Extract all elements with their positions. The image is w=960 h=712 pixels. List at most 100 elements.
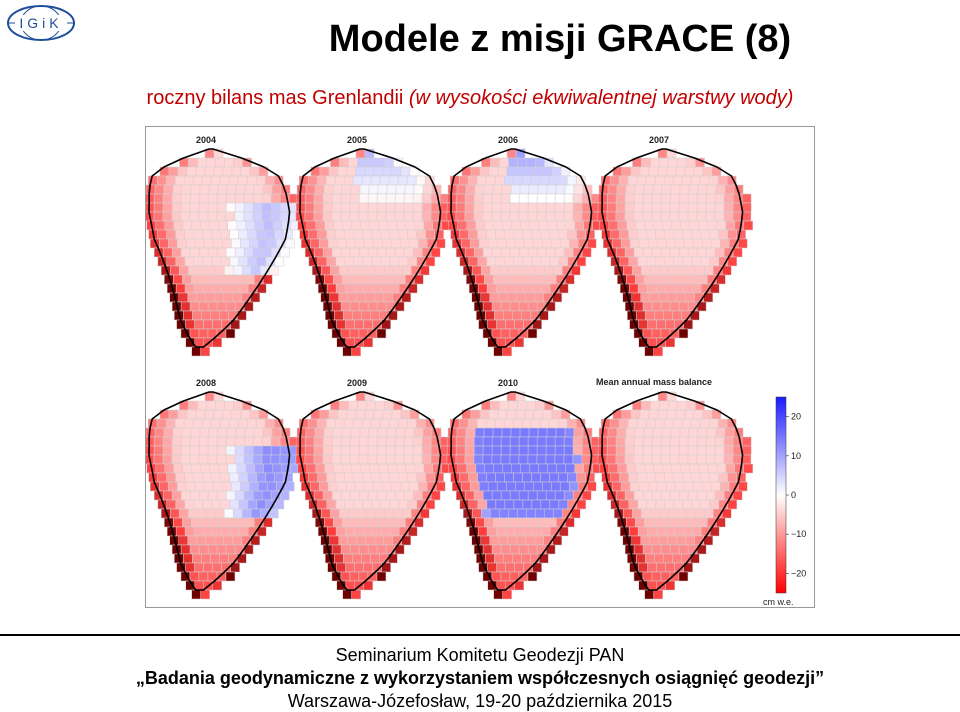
mass-cell [691,256,702,267]
mass-cell [531,526,542,537]
mass-cell [494,418,505,429]
mass-cell [394,202,405,213]
mass-cell [703,265,714,276]
mass-cell [504,229,514,240]
mass-cell [493,463,504,474]
mass-cell [228,175,239,186]
mass-cell [238,283,249,294]
mass-cell [187,535,198,546]
mass-cell [362,229,372,240]
mass-cell [338,265,349,276]
mass-cell [396,463,407,474]
mass-cell [633,490,644,501]
greenland-map: 2007 [597,135,754,357]
mass-cell [182,220,193,231]
mass-cell [378,274,388,285]
mass-cell [651,211,662,222]
mass-cell [488,409,499,420]
mass-cell [670,427,681,438]
mass-cell [196,265,207,276]
mass-cell [496,481,507,492]
mass-cell [511,274,521,285]
mass-cell [412,193,423,204]
mass-cell [555,427,566,438]
mass-cell [430,490,441,501]
mass-cell [504,283,515,294]
mass-cell [307,175,318,186]
mass-cell [225,247,236,258]
mass-cell [680,274,690,285]
mass-cell [216,436,227,447]
mass-cell [651,328,662,339]
mass-cell [257,238,268,249]
mass-cell [390,481,401,492]
mass-cell [688,427,699,438]
mass-cell [615,193,626,204]
mass-cell [655,256,666,267]
map-year-label: 2004 [196,135,216,145]
mass-cell [516,292,527,303]
mass-cell [169,508,180,519]
mass-cell [473,490,484,501]
mass-cell [188,157,198,168]
mass-cell [304,445,315,456]
mass-cell [344,229,354,240]
mass-cell [192,418,203,429]
mass-cell [537,427,548,438]
mass-cell [678,454,689,465]
mass-cell [485,553,495,564]
mass-cell [540,229,550,240]
mass-cell [225,202,236,213]
mass-cell [483,184,494,195]
mass-cell [500,544,511,555]
mass-cell [473,436,484,447]
mass-cell [335,472,345,483]
mass-cell [212,238,223,249]
mass-cell [628,472,638,483]
mass-cell [414,517,424,528]
mass-cell [696,202,707,213]
mass-cell [565,220,576,231]
mass-cell [396,274,406,285]
mass-cell [243,211,254,222]
mass-cell [542,166,553,177]
mass-cell [376,202,387,213]
mass-cell [235,427,246,438]
mass-cell [392,508,403,519]
mass-cell [650,157,660,168]
mass-cell [322,211,333,222]
mass-cell [536,445,547,456]
mass-cell [500,211,511,222]
mass-cell [381,238,392,249]
mass-cell [415,175,426,186]
mass-cell [210,175,221,186]
mass-cell [529,463,540,474]
mass-cell [331,445,342,456]
mass-cell [547,463,558,474]
mass-cell [331,490,342,501]
mass-cell [337,409,348,420]
mass-cell [468,229,478,240]
mass-cell [709,283,720,294]
mass-cell [518,436,529,447]
mass-cell [369,517,379,528]
mass-cell [208,184,219,195]
mass-cell [189,247,200,258]
mass-cell [326,229,336,240]
mass-cell [225,301,236,312]
mass-cell [317,472,327,483]
mass-cell [279,490,290,501]
mass-cell [329,292,340,303]
mass-cell [637,256,648,267]
mass-cell [322,247,333,258]
mass-cell [649,535,660,546]
mass-cell [487,481,498,492]
mass-cell [491,544,502,555]
mass-cell [633,301,644,312]
mass-cell [327,481,338,492]
mass-cell [326,499,337,510]
mass-cell [649,508,660,519]
mass-cell [180,454,191,465]
mass-cell [627,418,638,429]
mass-cell [363,481,374,492]
